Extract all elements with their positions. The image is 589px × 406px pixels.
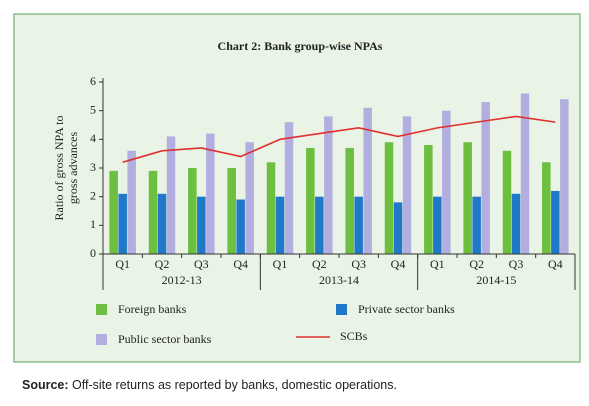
bar (433, 196, 442, 254)
bar (109, 170, 118, 254)
bar (354, 196, 363, 254)
bar (442, 110, 451, 255)
bar (502, 150, 512, 254)
x-tick-label: Q4 (548, 257, 563, 271)
bar (266, 162, 276, 254)
bar (551, 190, 560, 254)
x-tick-label: Q1 (273, 257, 288, 271)
y-tick-label: 3 (90, 160, 96, 174)
legend-swatch (96, 334, 107, 345)
chart-title: Chart 2: Bank group-wise NPAs (218, 39, 383, 53)
bar (393, 202, 403, 254)
bar (227, 168, 236, 254)
bar (188, 168, 197, 254)
bar (118, 193, 127, 254)
bar (363, 107, 372, 254)
bar (275, 196, 285, 254)
bar (127, 150, 136, 254)
bar (284, 122, 294, 254)
bar (315, 196, 324, 254)
legend-label: SCBs (340, 329, 368, 343)
bar (560, 99, 569, 254)
legend-swatch (96, 304, 107, 315)
y-tick-label: 6 (90, 74, 96, 88)
group-label: 2013-14 (319, 273, 359, 287)
bar (424, 145, 433, 254)
x-tick-label: Q4 (233, 257, 248, 271)
source: Source: Off-site returns as reported by … (22, 378, 397, 392)
bar (345, 147, 354, 254)
bar (463, 142, 472, 254)
bar (324, 116, 333, 255)
bar (245, 142, 254, 254)
group-label: 2012-13 (162, 273, 202, 287)
x-tick-label: Q4 (391, 257, 406, 271)
y-axis-label-line: gross advances (66, 132, 80, 205)
bar (384, 142, 394, 254)
source-label: Source: (22, 378, 69, 392)
bar (520, 93, 530, 254)
bar (511, 193, 521, 254)
legend-swatch (336, 304, 347, 315)
bar (481, 102, 490, 254)
bar (472, 196, 481, 254)
line (122, 115, 556, 164)
x-tick-label: Q2 (155, 257, 170, 271)
x-tick-label: Q3 (194, 257, 209, 271)
bar (236, 199, 245, 254)
x-tick-label: Q2 (469, 257, 484, 271)
y-tick-label: 1 (90, 217, 96, 231)
x-tick-label: Q2 (312, 257, 327, 271)
bar (402, 116, 412, 255)
legend-label: Public sector banks (118, 332, 212, 346)
bar (148, 170, 158, 254)
x-tick-label: Q1 (115, 257, 130, 271)
bar (157, 193, 167, 254)
y-axis-label-line: Ratio of gross NPA to (52, 116, 66, 221)
group-label: 2014-15 (476, 273, 516, 287)
bar (197, 196, 206, 254)
x-tick-label: Q1 (430, 257, 445, 271)
bar (306, 147, 315, 254)
y-tick-label: 5 (90, 102, 96, 116)
bar (542, 162, 551, 254)
y-tick-label: 2 (90, 188, 96, 202)
source-text: Off-site returns as reported by banks, d… (72, 378, 397, 392)
x-tick-label: Q3 (351, 257, 366, 271)
legend-label: Foreign banks (118, 302, 187, 316)
y-tick-label: 4 (90, 131, 96, 145)
x-tick-label: Q3 (509, 257, 524, 271)
bar (206, 133, 215, 254)
bar (166, 136, 176, 254)
legend-label: Private sector banks (358, 302, 455, 316)
y-axis-label: Ratio of gross NPA togross advances (52, 116, 80, 221)
y-tick-label: 0 (90, 246, 96, 260)
